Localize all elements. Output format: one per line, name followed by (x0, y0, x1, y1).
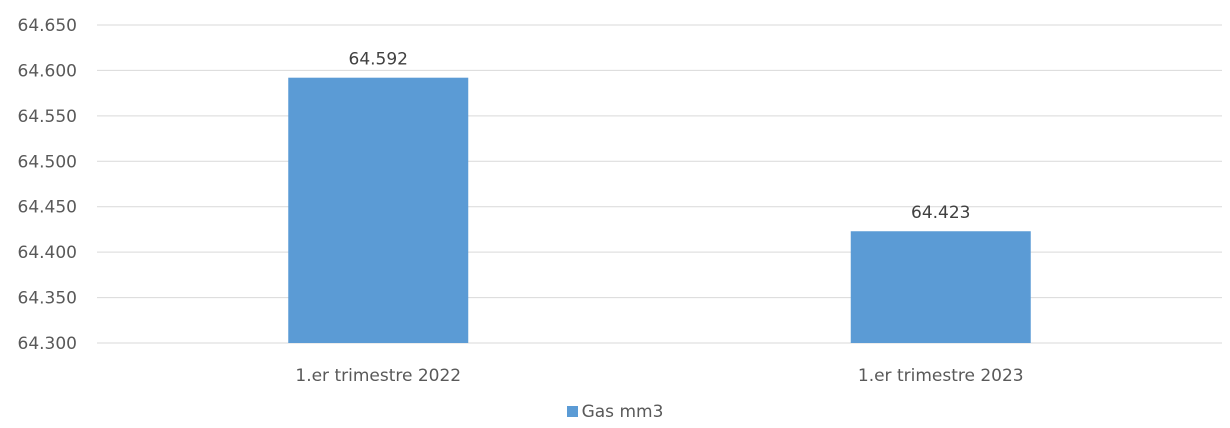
x-category-label: 1.er trimestre 2022 (295, 366, 461, 386)
y-axis-ticks: 64.300 64.350 64.400 64.450 64.500 64.550 64.6… (18, 16, 77, 354)
data-label: 64.592 (349, 50, 408, 70)
data-label: 64.423 (911, 203, 970, 223)
y-tick-label: 64.500 (18, 152, 77, 172)
x-axis-categories: 1.er trimestre 2022 1.er trimestre 2023 (295, 366, 1023, 386)
bars (288, 77, 1031, 343)
bar-chart: 64.300 64.350 64.400 64.450 64.500 64.550 64.6… (18, 16, 1222, 386)
bar (850, 231, 1031, 343)
bar (288, 77, 469, 343)
y-tick-label: 64.550 (18, 107, 77, 127)
legend-swatch (566, 406, 578, 417)
legend-label: Gas mm3 (581, 402, 664, 422)
y-tick-label: 64.650 (18, 16, 77, 36)
legend: Gas mm3 (0, 402, 1230, 422)
y-tick-label: 64.300 (18, 334, 77, 354)
data-labels: 64.592 64.423 (349, 50, 971, 224)
y-tick-label: 64.350 (18, 289, 77, 309)
y-tick-label: 64.450 (18, 198, 77, 218)
gridlines (97, 24, 1222, 344)
y-tick-label: 64.600 (18, 61, 77, 81)
y-tick-label: 64.400 (18, 243, 77, 263)
x-category-label: 1.er trimestre 2023 (858, 366, 1024, 386)
